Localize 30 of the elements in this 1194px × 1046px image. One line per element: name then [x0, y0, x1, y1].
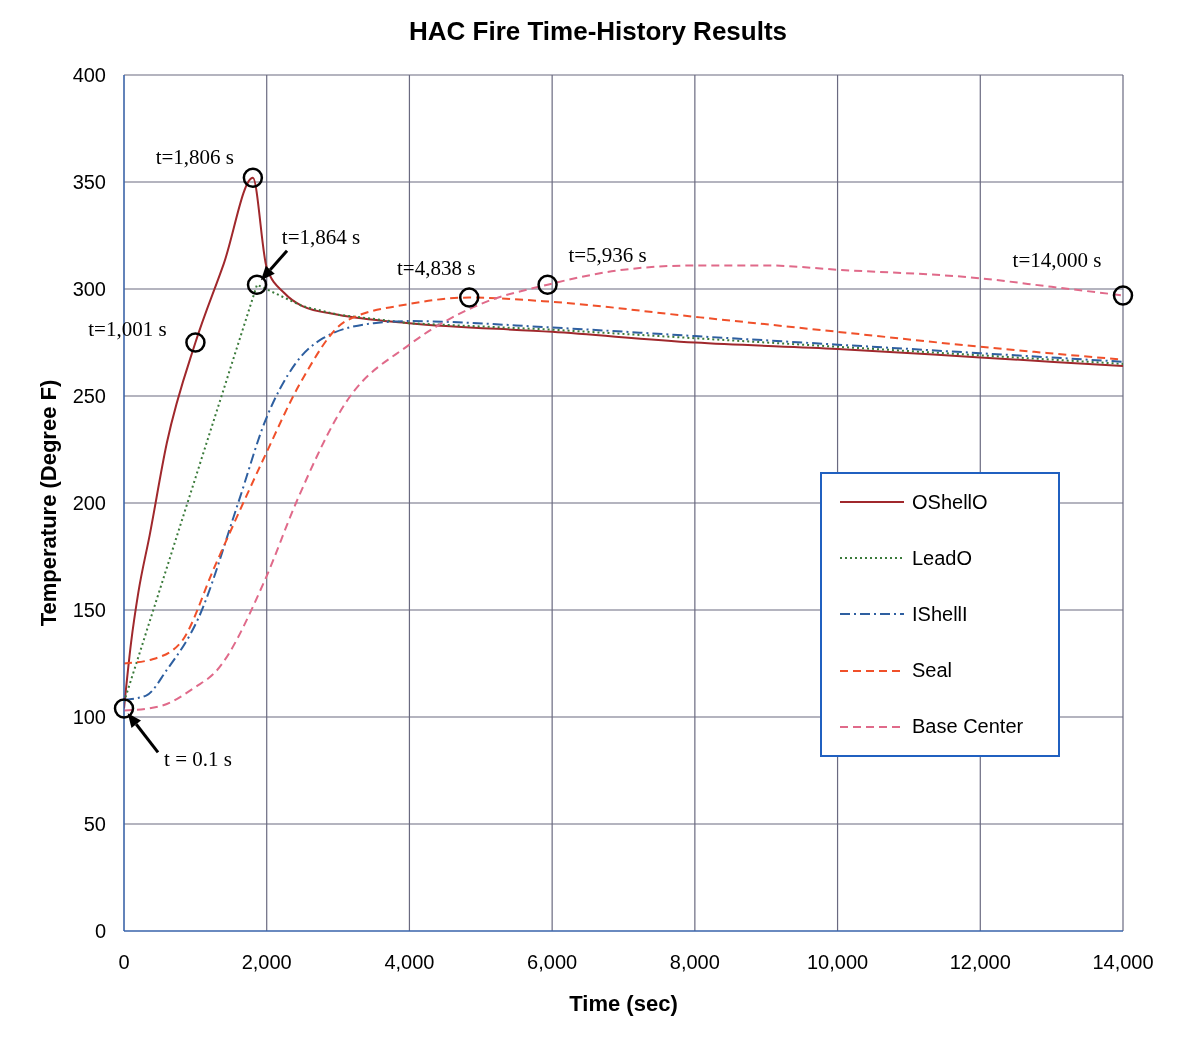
annotation: t=14,000 s [1012, 248, 1102, 273]
legend-label: Base Center [912, 715, 1024, 739]
x-tick-label: 14,000 [1092, 951, 1154, 974]
x-tick-label: 6,000 [527, 951, 578, 974]
x-tick-label: 2,000 [241, 951, 292, 974]
y-tick-label: 400 [72, 64, 106, 87]
y-tick-label: 250 [72, 385, 106, 408]
x-tick-label: 10,000 [806, 951, 869, 974]
x-tick-label: 8,000 [669, 951, 720, 974]
x-axis-title: Time (sec) [569, 991, 678, 1016]
x-tick-label: 12,000 [949, 951, 1011, 974]
annotation: t=1,806 s [155, 144, 235, 169]
legend-label: OShellO [912, 490, 988, 514]
legend-label: Seal [912, 659, 953, 683]
y-tick-label: 300 [72, 278, 106, 301]
y-tick-label: 350 [72, 171, 106, 194]
y-tick-label: 200 [72, 492, 106, 515]
y-tick-label: 50 [83, 813, 106, 836]
y-tick-label: 0 [94, 920, 106, 943]
x-tick-label: 0 [118, 951, 130, 974]
annotation: t=5,936 s [568, 242, 647, 267]
annotation: t = 0.1 s [164, 747, 232, 772]
y-tick-label: 100 [72, 706, 106, 729]
y-axis-title: Temperature (Degree F) [35, 379, 61, 627]
legend-label: LeadO [912, 546, 973, 570]
chart-title: HAC Fire Time-History Results [407, 15, 789, 48]
annotation: t=1,864 s [281, 224, 361, 249]
y-tick-label: 150 [72, 599, 106, 622]
x-tick-label: 4,000 [384, 951, 435, 974]
legend-label: IShellI [912, 602, 968, 626]
